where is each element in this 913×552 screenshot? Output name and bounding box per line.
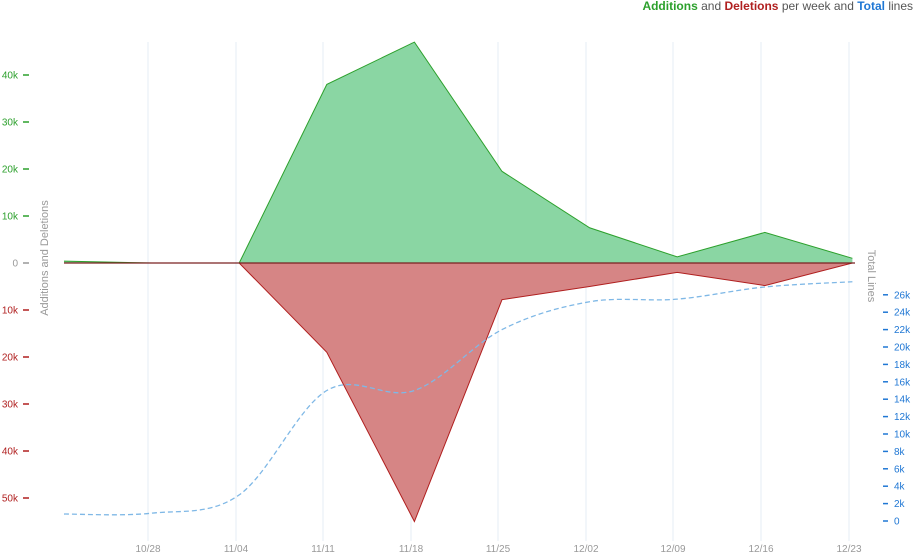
legend-additions: Additions xyxy=(642,0,698,13)
left-axis-tick-label: 30k xyxy=(2,118,19,129)
right-axis-tick-label: 14k xyxy=(894,395,911,406)
right-axis-tick-label: 2k xyxy=(894,499,906,510)
total-lines-curve xyxy=(63,281,853,516)
legend-deletions: Deletions xyxy=(724,0,779,13)
right-axis-tick-label: 8k xyxy=(894,447,906,458)
legend-lines: lines xyxy=(884,0,913,13)
left-axis-tick-label: 10k xyxy=(2,306,19,317)
left-axis-tick-label: 0 xyxy=(12,259,18,270)
legend-per-week-and: per week and xyxy=(778,0,858,13)
left-axis-tick-label: 20k xyxy=(2,353,19,364)
right-axis-tick-label: 4k xyxy=(894,482,906,493)
right-axis-tick-label: 12k xyxy=(894,412,911,423)
left-axis-label: Additions and Deletions xyxy=(39,200,51,316)
deletions-area xyxy=(64,263,853,522)
right-axis-tick-label: 18k xyxy=(894,360,911,371)
x-tick-label: 10/28 xyxy=(135,544,160,552)
right-axis-tick-label: 26k xyxy=(894,290,911,301)
right-axis-tick-label: 10k xyxy=(894,430,911,441)
x-tick-label: 12/16 xyxy=(748,544,773,552)
chart-legend-title: Additions and Deletions per week and Tot… xyxy=(0,0,913,12)
right-axis-tick-label: 6k xyxy=(894,464,906,475)
right-axis-label: Total Lines xyxy=(865,250,877,303)
legend-and: and xyxy=(697,0,725,13)
left-axis-tick-label: 30k xyxy=(2,400,19,411)
left-axis-tick-label: 40k xyxy=(2,447,19,458)
right-axis-tick-label: 24k xyxy=(894,308,911,319)
x-tick-label: 12/02 xyxy=(573,544,598,552)
x-tick-label: 11/18 xyxy=(399,544,424,552)
x-tick-label: 11/25 xyxy=(486,544,511,552)
x-tick-label: 11/11 xyxy=(311,544,335,552)
right-axis-tick-label: 22k xyxy=(894,325,911,336)
right-axis-tick-label: 0 xyxy=(894,517,900,528)
left-axis-tick-label: 20k xyxy=(2,165,19,176)
legend-total: Total xyxy=(857,0,885,13)
left-axis-tick-label: 50k xyxy=(2,494,19,505)
x-tick-label: 11/04 xyxy=(224,544,249,552)
right-axis-tick-label: 16k xyxy=(894,377,911,388)
left-axis-tick-label: 40k xyxy=(2,71,19,82)
right-axis-tick-label: 20k xyxy=(894,343,911,354)
x-tick-label: 12/23 xyxy=(836,544,861,552)
left-axis-tick-label: 10k xyxy=(2,212,19,223)
additions-area xyxy=(64,42,853,263)
x-tick-label: 12/09 xyxy=(660,544,685,552)
